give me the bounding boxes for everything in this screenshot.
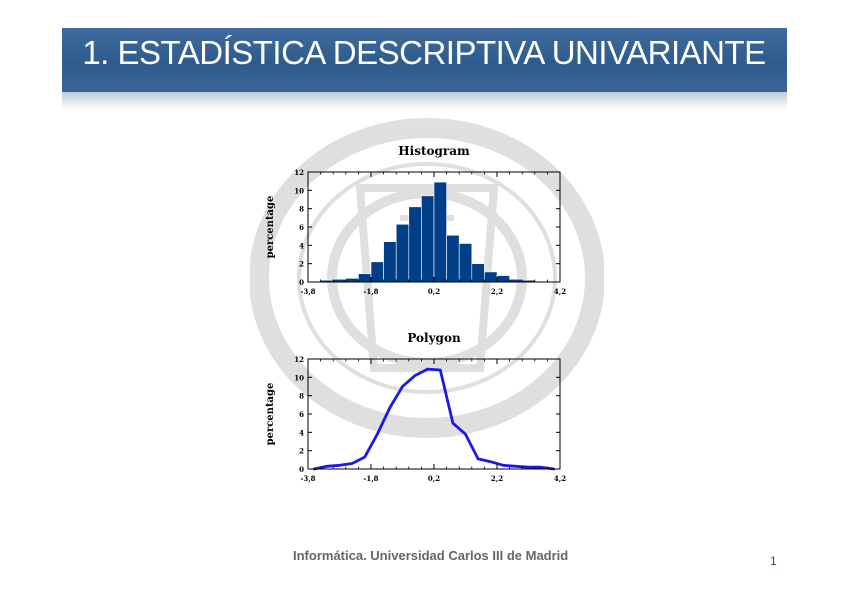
histogram-bar [458, 243, 473, 283]
x-tick-label: 0,2 [428, 287, 440, 296]
x-tick-label: -3,8 [300, 287, 315, 296]
university-seal-watermark [250, 118, 604, 438]
polygon-point [439, 369, 442, 371]
y-tick-label: 12 [294, 168, 304, 177]
polygon-point [376, 433, 379, 435]
x-tick-label: 2,2 [491, 287, 503, 296]
histogram-bar [446, 234, 460, 283]
histogram-bar [383, 241, 397, 283]
histogram-bar [421, 195, 435, 283]
histogram-bar [408, 206, 422, 283]
page-number: 1 [770, 554, 777, 568]
polygon-point [540, 466, 542, 468]
histogram-bar [370, 261, 384, 283]
histogram-bar [433, 181, 447, 283]
y-tick-label: 8 [299, 205, 304, 214]
polygon-point [338, 464, 341, 467]
footer-text: Informática. Universidad Carlos III de M… [293, 548, 569, 563]
polygon-point [477, 458, 479, 460]
y-tick-label: 0 [299, 465, 304, 474]
histogram-chart: Histogram percentage 0 2 4 6 8 10 12 -3,8 -1,8 0,2 2… [265, 144, 566, 296]
x-tick-label: 0,2 [428, 474, 440, 483]
histogram-bar [358, 273, 372, 283]
histogram-bar [471, 263, 485, 283]
y-tick-label: 0 [299, 278, 304, 287]
y-tick-label: 10 [294, 186, 304, 195]
x-tick-label: 4,2 [554, 287, 566, 296]
polygon-point [401, 385, 404, 388]
polygon-point [326, 465, 328, 468]
polygon-point [452, 422, 454, 424]
y-tick-label: 2 [299, 260, 304, 269]
polygon-point [363, 456, 366, 458]
x-tick-label: -1,8 [363, 287, 378, 296]
polygon-chart: Polygon percentage 0 2 4 6 8 10 12 -3,8 -1,8 0,2 2,2… [265, 331, 566, 483]
y-tick-label: 6 [299, 410, 304, 419]
y-tick-label: 10 [294, 373, 304, 382]
title-bar-shadow [62, 92, 787, 110]
polygon-point [489, 460, 492, 463]
polygon-point [464, 433, 467, 435]
histogram-bar [395, 223, 410, 283]
y-axis-label: percentage [265, 196, 276, 259]
chart-title: Histogram [398, 144, 470, 158]
chart-title: Polygon [407, 331, 461, 345]
y-axis-label: percentage [265, 383, 276, 446]
y-tick-label: 8 [299, 392, 304, 401]
plot-frame [307, 358, 561, 470]
title-bar [62, 28, 787, 92]
y-tick-label: 4 [299, 241, 304, 250]
histogram-bar [484, 271, 498, 283]
polygon-line [312, 367, 556, 471]
x-tick-label: 2,2 [491, 474, 503, 483]
polygon-point [389, 406, 391, 409]
polygon-point [527, 466, 530, 468]
y-tick-label: 2 [299, 447, 304, 456]
polygon-point [426, 368, 429, 370]
polygon-point [351, 462, 353, 465]
polygon-point [515, 465, 517, 468]
x-tick-label: -3,8 [300, 474, 315, 483]
x-tick-label: 4,2 [554, 474, 566, 483]
x-tick-label: -1,8 [363, 474, 378, 483]
histogram-bar [496, 275, 510, 283]
polygon-point [414, 374, 416, 377]
histogram-bar [345, 278, 359, 283]
polygon-point [502, 464, 505, 467]
y-tick-label: 4 [299, 428, 304, 437]
slide-title: 1. ESTADÍSTICA DESCRIPTIVA UNIVARIANTE [82, 34, 766, 71]
y-tick-label: 6 [299, 223, 304, 232]
y-tick-label: 12 [294, 355, 304, 364]
